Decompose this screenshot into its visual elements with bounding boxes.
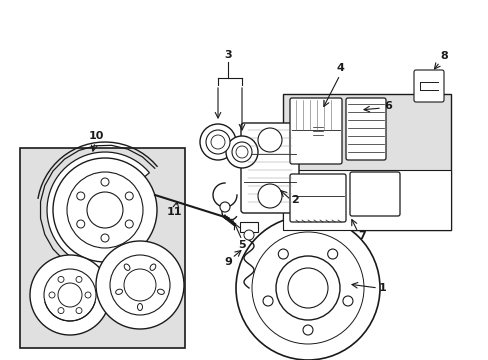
Ellipse shape bbox=[150, 264, 156, 270]
Text: 7: 7 bbox=[357, 231, 365, 241]
Circle shape bbox=[44, 269, 96, 321]
Circle shape bbox=[49, 292, 55, 298]
Bar bbox=[283, 94, 450, 230]
Circle shape bbox=[67, 172, 142, 248]
Ellipse shape bbox=[116, 289, 122, 294]
Circle shape bbox=[225, 136, 258, 168]
Circle shape bbox=[125, 220, 133, 228]
Circle shape bbox=[303, 325, 312, 335]
Circle shape bbox=[258, 184, 282, 208]
Circle shape bbox=[85, 292, 91, 298]
Circle shape bbox=[287, 268, 327, 308]
Text: 11: 11 bbox=[166, 207, 182, 217]
Circle shape bbox=[58, 307, 64, 314]
FancyBboxPatch shape bbox=[413, 70, 443, 102]
Circle shape bbox=[278, 249, 288, 259]
Circle shape bbox=[53, 158, 157, 262]
Bar bbox=[240, 222, 258, 232]
Ellipse shape bbox=[157, 289, 164, 294]
Circle shape bbox=[101, 178, 109, 186]
Circle shape bbox=[236, 216, 379, 360]
Circle shape bbox=[220, 202, 229, 212]
Text: 1: 1 bbox=[378, 283, 386, 293]
Circle shape bbox=[275, 256, 339, 320]
Text: 10: 10 bbox=[88, 131, 103, 141]
Circle shape bbox=[110, 255, 170, 315]
Circle shape bbox=[125, 192, 133, 200]
Circle shape bbox=[30, 255, 110, 335]
FancyBboxPatch shape bbox=[241, 123, 298, 213]
Circle shape bbox=[236, 146, 247, 158]
Circle shape bbox=[77, 220, 84, 228]
Ellipse shape bbox=[124, 264, 130, 270]
Circle shape bbox=[58, 283, 82, 307]
Text: 5: 5 bbox=[238, 240, 245, 250]
Circle shape bbox=[58, 276, 64, 282]
Circle shape bbox=[263, 296, 272, 306]
Circle shape bbox=[258, 128, 282, 152]
Text: 6: 6 bbox=[383, 101, 391, 111]
Bar bbox=[20, 148, 184, 348]
Bar bbox=[312, 125, 323, 139]
Circle shape bbox=[210, 135, 224, 149]
Circle shape bbox=[251, 232, 363, 344]
Circle shape bbox=[76, 307, 82, 314]
Circle shape bbox=[205, 130, 229, 154]
Circle shape bbox=[76, 276, 82, 282]
Text: 8: 8 bbox=[439, 51, 447, 61]
Circle shape bbox=[200, 124, 236, 160]
Circle shape bbox=[77, 192, 84, 200]
Ellipse shape bbox=[137, 303, 142, 310]
Circle shape bbox=[244, 230, 253, 240]
Circle shape bbox=[87, 192, 123, 228]
FancyBboxPatch shape bbox=[289, 174, 346, 222]
Circle shape bbox=[101, 234, 109, 242]
Circle shape bbox=[231, 142, 251, 162]
Circle shape bbox=[309, 110, 325, 126]
Text: 2: 2 bbox=[290, 195, 298, 205]
Circle shape bbox=[342, 296, 352, 306]
Polygon shape bbox=[47, 152, 149, 268]
Circle shape bbox=[124, 269, 156, 301]
FancyBboxPatch shape bbox=[289, 98, 341, 164]
Text: 3: 3 bbox=[224, 50, 231, 60]
Text: 4: 4 bbox=[335, 63, 343, 73]
FancyBboxPatch shape bbox=[346, 98, 385, 160]
Bar bbox=[283, 170, 450, 230]
Circle shape bbox=[96, 241, 183, 329]
Circle shape bbox=[327, 249, 337, 259]
Text: 9: 9 bbox=[224, 257, 231, 267]
FancyBboxPatch shape bbox=[349, 172, 399, 216]
